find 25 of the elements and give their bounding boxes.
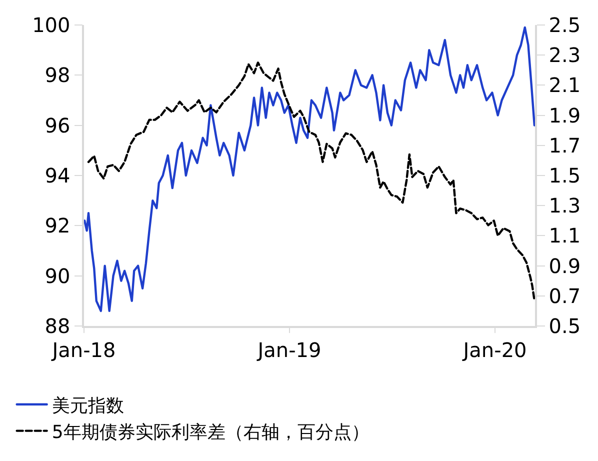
y-tick-label: 96 <box>44 113 70 138</box>
y2-tick-label: 1.3 <box>548 194 581 218</box>
x-tick-label: Jan-20 <box>461 338 527 362</box>
y2-tick-label: 1.7 <box>548 133 581 158</box>
line-series <box>87 62 535 302</box>
y-tick-label: 88 <box>44 314 70 338</box>
legend-label: 美元指数 <box>52 395 124 416</box>
y2-tick-label: 1.9 <box>548 103 581 128</box>
y2-tick-label: 2.3 <box>548 43 581 68</box>
y-tick-label: 98 <box>44 63 70 88</box>
y2-tick-label: 2.5 <box>548 13 581 37</box>
y2-tick-label: 1.1 <box>548 224 581 248</box>
y2-tick-label: 0.9 <box>548 254 581 278</box>
y2-tick-label: 0.5 <box>548 314 581 338</box>
y-tick-label: 90 <box>44 264 70 288</box>
y2-tick-label: 2.1 <box>548 73 581 98</box>
y2-tick-label: 1.5 <box>548 164 581 188</box>
y-tick-label: 92 <box>44 214 70 238</box>
legend-label: 5年期债券实际利率差（右轴，百分点） <box>52 422 370 443</box>
y-tick-label: 94 <box>44 164 70 188</box>
line-series <box>84 26 535 312</box>
y2-tick-label: 0.7 <box>548 284 581 308</box>
x-tick-label: Jan-18 <box>50 338 116 362</box>
y-tick-label: 100 <box>32 13 70 37</box>
x-tick-label: Jan-19 <box>256 338 322 362</box>
